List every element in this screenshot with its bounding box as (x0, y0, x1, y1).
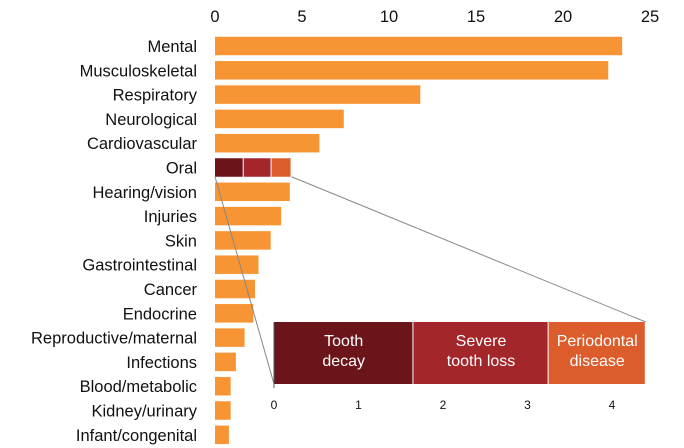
bar (215, 304, 254, 323)
x-tick-label: 15 (467, 8, 485, 26)
category-label: Kidney/urinary (92, 403, 198, 421)
category-label: Cardiovascular (87, 135, 198, 153)
x-axis-top: 0 5 10 15 20 25 (210, 8, 659, 26)
x-tick-label: 10 (380, 8, 398, 26)
category-label: Respiratory (113, 87, 198, 105)
category-label: Cancer (144, 281, 198, 299)
inset-segment-label: Tooth (324, 333, 363, 350)
category-label: Skin (165, 232, 197, 250)
category-label: Neurological (105, 111, 197, 129)
x-tick-label: 0 (210, 8, 219, 26)
inset-tick-label: 2 (440, 398, 447, 412)
category-label: Reproductive/maternal (31, 330, 197, 348)
inset-segment-label: disease (570, 353, 625, 370)
bar (215, 36, 623, 56)
bar-segment (215, 158, 243, 177)
bar (215, 328, 245, 347)
bar (215, 401, 231, 420)
inset-segment-label: Severe (456, 333, 507, 350)
inset-segment-label: decay (322, 353, 365, 370)
category-label: Blood/metabolic (80, 378, 197, 396)
category-label: Endocrine (123, 305, 197, 323)
inset-chart: Tooth decay Severe tooth loss Periodontal dis… (271, 322, 646, 412)
category-label: Infant/congenital (76, 427, 197, 445)
bar (215, 85, 421, 104)
bar (215, 206, 282, 226)
bar (215, 425, 229, 445)
bar (215, 182, 290, 202)
inset-segment-label: tooth loss (447, 353, 515, 370)
bar (215, 109, 344, 129)
bar (215, 133, 320, 153)
category-label: Gastrointestinal (82, 257, 197, 275)
category-label: Infections (126, 354, 197, 372)
connector-line (291, 176, 646, 323)
bar-segment (243, 158, 271, 177)
bar (215, 61, 609, 80)
inset-segment-label: Periodontal (557, 333, 638, 350)
inset-tick-label: 1 (355, 398, 362, 412)
zoom-connector-lines (214, 176, 646, 385)
x-tick-label: 5 (297, 8, 306, 26)
category-label: Injuries (144, 208, 197, 226)
inset-tick-label: 4 (609, 398, 616, 412)
inset-segment (413, 322, 548, 384)
category-labels: Mental Musculoskeletal Respiratory Neurolog… (31, 38, 198, 445)
bar (215, 231, 271, 250)
bar (215, 279, 256, 299)
bar (215, 376, 231, 396)
category-label: Musculoskeletal (80, 62, 197, 80)
connector-line (214, 176, 275, 385)
x-tick-label: 20 (554, 8, 572, 26)
bar (215, 352, 236, 372)
category-label: Oral (166, 160, 197, 178)
inset-tick-label: 3 (524, 398, 531, 412)
inset-tick-label: 0 (271, 398, 278, 412)
bars (215, 36, 623, 445)
inset-segment (548, 322, 645, 384)
x-tick-label: 25 (641, 8, 659, 26)
bar-segment (271, 158, 291, 177)
category-label: Hearing/vision (92, 184, 197, 202)
category-label: Mental (147, 38, 197, 56)
bar (215, 255, 259, 274)
inset-segment (274, 322, 413, 384)
